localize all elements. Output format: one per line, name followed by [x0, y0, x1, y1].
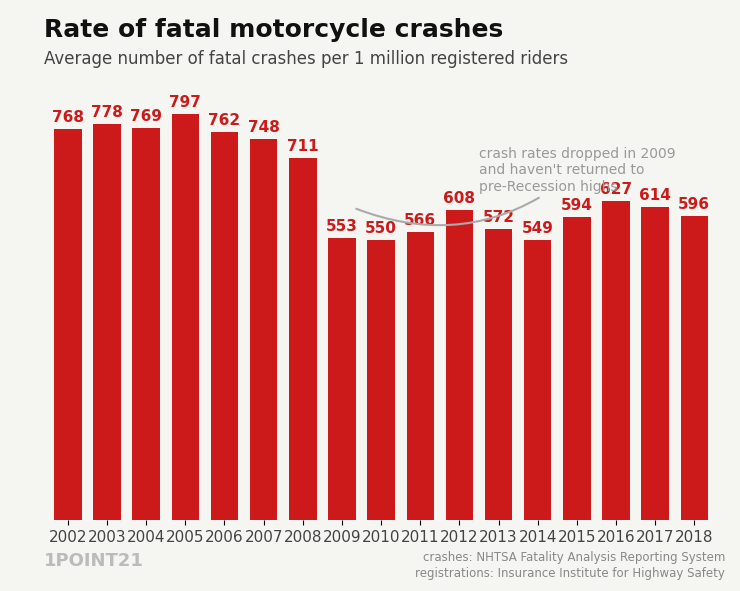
Text: 608: 608 — [443, 191, 475, 206]
Bar — [93, 124, 121, 520]
Bar — [681, 216, 708, 520]
Bar — [445, 210, 473, 520]
Text: 762: 762 — [209, 113, 240, 128]
Text: 748: 748 — [248, 120, 280, 135]
Bar — [524, 241, 551, 520]
Text: 1POINT21: 1POINT21 — [44, 553, 144, 570]
Text: 594: 594 — [561, 199, 593, 213]
Text: 553: 553 — [326, 219, 358, 234]
Text: 627: 627 — [600, 181, 632, 197]
Bar — [485, 229, 512, 520]
Text: 768: 768 — [52, 110, 84, 125]
Bar — [289, 158, 317, 520]
Bar — [642, 207, 669, 520]
Text: 769: 769 — [130, 109, 162, 124]
Text: 711: 711 — [287, 139, 319, 154]
Text: 566: 566 — [404, 213, 437, 228]
Text: crash rates dropped in 2009
and haven't returned to
pre-Recession highs: crash rates dropped in 2009 and haven't … — [356, 147, 676, 225]
Text: 549: 549 — [522, 221, 554, 236]
Bar — [602, 200, 630, 520]
Text: Rate of fatal motorcycle crashes: Rate of fatal motorcycle crashes — [44, 18, 504, 42]
Text: 797: 797 — [169, 95, 201, 110]
Bar — [406, 232, 434, 520]
Bar — [329, 238, 356, 520]
Text: 778: 778 — [91, 105, 123, 119]
Text: Average number of fatal crashes per 1 million registered riders: Average number of fatal crashes per 1 mi… — [44, 50, 568, 68]
Text: registrations: Insurance Institute for Highway Safety: registrations: Insurance Institute for H… — [415, 567, 725, 580]
Bar — [54, 129, 81, 520]
Text: crashes: NHTSA Fatality Analysis Reporting System: crashes: NHTSA Fatality Analysis Reporti… — [423, 551, 725, 564]
Bar — [563, 217, 591, 520]
Bar — [367, 240, 395, 520]
Bar — [132, 128, 160, 520]
Bar — [211, 132, 238, 520]
Text: 550: 550 — [365, 221, 397, 236]
Bar — [172, 114, 199, 520]
Text: 614: 614 — [639, 188, 671, 203]
Bar — [250, 139, 278, 520]
Text: 596: 596 — [679, 197, 710, 212]
Text: 572: 572 — [482, 210, 514, 225]
